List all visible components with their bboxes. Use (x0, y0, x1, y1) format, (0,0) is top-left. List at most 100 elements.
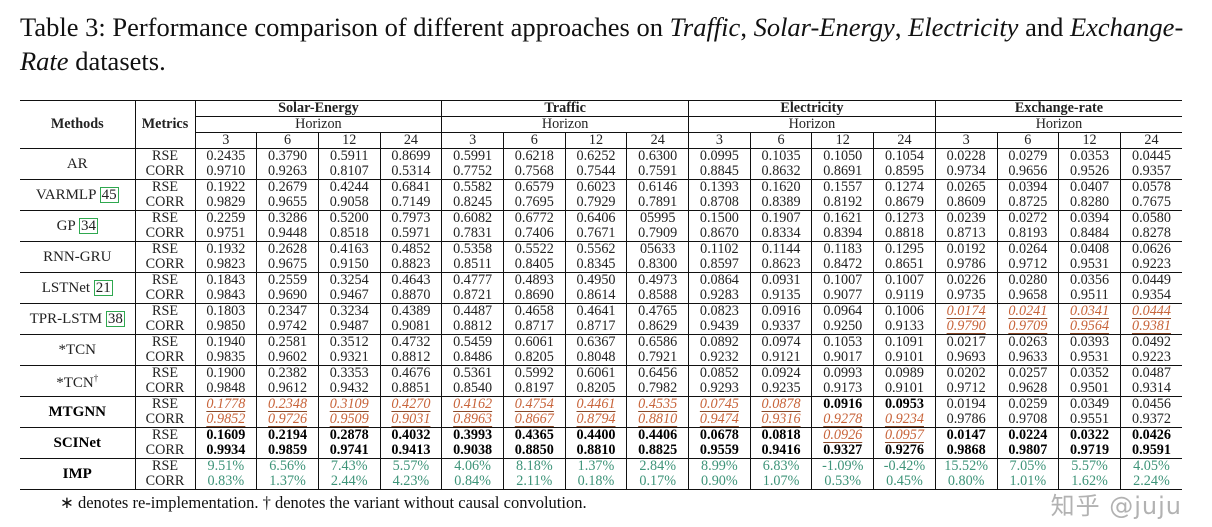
value: 0.8193 (1008, 225, 1048, 241)
value-cell: 0.4535 (626, 396, 690, 412)
value-cell: 0.4893 (503, 272, 566, 288)
value-cell: 0.1007 (873, 272, 936, 288)
caption-text: datasets. (68, 46, 166, 76)
value: 0.1907 (761, 210, 801, 226)
value-cell: 0.0426 (1120, 428, 1182, 444)
horizon-value: 3 (441, 132, 504, 149)
value: 0.9693 (946, 349, 986, 365)
value-cell: 0.9173 (811, 381, 875, 397)
value-cell: 0.1273 (873, 210, 936, 226)
value: 0.0924 (761, 365, 801, 381)
value-cell: 0.8300 (626, 257, 690, 273)
value-cell: 0.5911 (318, 148, 381, 164)
value: 4.05% (1133, 458, 1170, 474)
value-cell: 0.4400 (565, 427, 628, 443)
value: 0.9119 (885, 287, 924, 303)
value-cell: 1.37% (256, 474, 319, 490)
horizon-header: Horizon (195, 116, 443, 133)
value-cell: 0.8623 (750, 257, 813, 273)
value-cell: 15.52% (935, 458, 998, 474)
value: 0.84% (454, 473, 491, 489)
watermark: 知乎 @juju (1050, 492, 1182, 520)
citation-link[interactable]: 21 (93, 280, 113, 296)
value: 05995 (639, 210, 676, 226)
value: 0.8812 (453, 318, 493, 334)
horizon-value: 3 (688, 132, 751, 149)
value: 0.9709 (1008, 318, 1048, 334)
value: 0.8810 (638, 411, 678, 427)
value: 0.0993 (823, 365, 863, 381)
horizon-value: 3 (935, 132, 998, 149)
value: 0.1035 (761, 148, 801, 164)
value: 0.0352 (1070, 365, 1110, 381)
value-cell: 0.6061 (565, 365, 628, 381)
value: 0.9509 (329, 411, 369, 427)
value-cell: 0.53% (811, 474, 875, 490)
value-cell: 0.0487 (1120, 366, 1182, 382)
value-cell: 9.51% (195, 458, 258, 474)
method-label: LSTNet (41, 280, 91, 296)
value: 0.9712 (1008, 256, 1048, 272)
value: 0.5911 (329, 148, 369, 164)
value: 0.8713 (946, 225, 986, 241)
value: 0.9612 (268, 380, 308, 396)
value-cell: 0.0456 (1120, 397, 1182, 413)
dataset-header: Electricity (688, 100, 936, 117)
value-cell: 0.2628 (256, 241, 319, 257)
citation-link[interactable]: 38 (105, 311, 125, 327)
value-cell: 0.0989 (873, 365, 936, 381)
value-cell: 0.8540 (441, 381, 504, 397)
value: 0.9416 (761, 442, 801, 458)
value-cell: 0.9501 (1058, 381, 1121, 397)
value-cell: 0.1102 (688, 241, 751, 257)
horizon-header: Horizon (688, 116, 936, 133)
value: 0.8810 (576, 442, 616, 458)
value-cell: 0.9742 (256, 319, 319, 335)
metric-label: RSE (135, 365, 196, 381)
value-cell: 0.3109 (318, 396, 381, 412)
value: 0.2628 (268, 241, 308, 257)
value: 0.0678 (699, 427, 739, 443)
value: 0.8794 (576, 411, 616, 427)
value: 0.0226 (946, 272, 986, 288)
citation-link[interactable]: 45 (99, 187, 119, 203)
value-cell: 0.3254 (318, 272, 381, 288)
value: 0.1295 (884, 241, 924, 257)
value-cell: 0.6252 (565, 148, 628, 164)
value-cell: 0.9690 (256, 288, 319, 304)
value-cell: 0.8205 (503, 350, 566, 366)
value: 0.5459 (453, 334, 493, 350)
value: 0.8825 (638, 442, 678, 458)
value-cell: 0.9235 (750, 381, 813, 397)
value-cell: 0.0953 (873, 396, 936, 412)
value-cell: 0.5582 (441, 179, 504, 195)
value: 0.9058 (329, 194, 369, 210)
value: 0.0192 (946, 241, 986, 257)
value-cell: 0.9591 (1120, 443, 1183, 459)
value: 0.4535 (638, 396, 678, 412)
metric-label: CORR (135, 288, 196, 304)
value: 0.9223 (1131, 256, 1171, 272)
footnote: ∗ denotes re-implementation. † denotes t… (60, 493, 587, 512)
value: 0.4765 (638, 303, 678, 319)
value: 0.6300 (638, 148, 678, 164)
value: 0.9250 (823, 318, 863, 334)
value: 0.0147 (946, 427, 986, 443)
value: 0.8192 (823, 194, 863, 210)
value-cell: 0.8345 (565, 257, 628, 273)
citation-link[interactable]: 34 (78, 218, 98, 234)
value: 0.7831 (453, 225, 493, 241)
value-cell: 0.17% (626, 474, 690, 490)
value-cell: 0.0878 (750, 396, 813, 412)
value-cell: 0.9509 (318, 411, 381, 428)
method-name: AR (20, 148, 136, 180)
value: 0.8717 (514, 318, 554, 334)
value: 0.8278 (1131, 225, 1171, 241)
value-cell: 0.0492 (1120, 335, 1182, 351)
value-cell: 0.9372 (1120, 412, 1183, 428)
value: 0.5971 (391, 225, 431, 241)
value: 0.9017 (823, 349, 863, 365)
value-cell: 0.8812 (441, 318, 504, 335)
value: 0.4676 (391, 365, 431, 381)
value: 0.4163 (329, 241, 369, 257)
